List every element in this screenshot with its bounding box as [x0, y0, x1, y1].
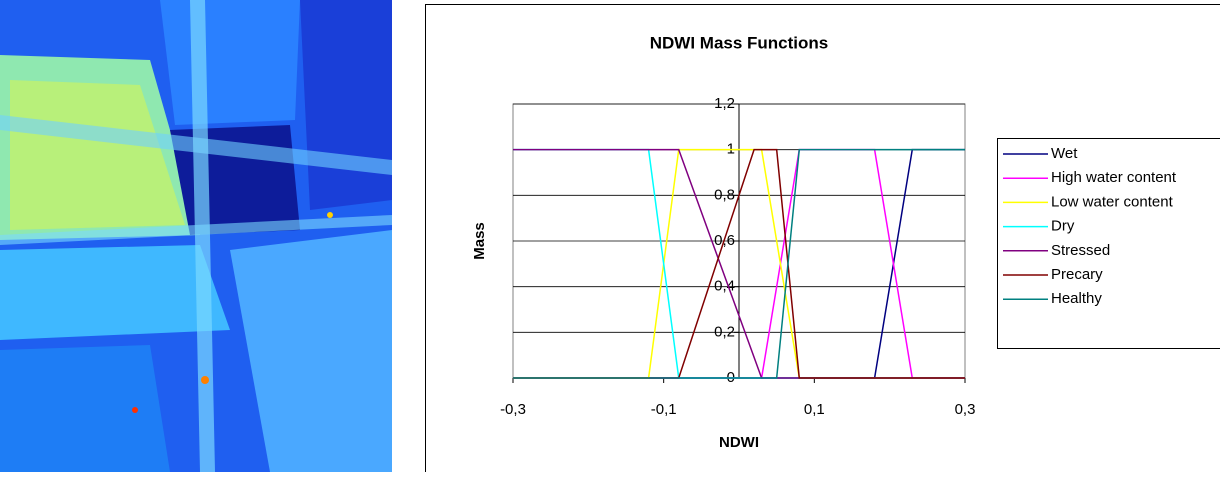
x-tick-label: -0,3: [500, 401, 526, 418]
satellite-image: [0, 0, 392, 472]
legend-label: Stressed: [1051, 242, 1110, 259]
legend-label: Healthy: [1051, 290, 1102, 307]
x-axis-label: NDWI: [719, 434, 759, 451]
legend-label: Wet: [1051, 145, 1078, 162]
x-tick-label: -0,1: [651, 401, 677, 418]
legend-label: High water content: [1051, 169, 1177, 186]
y-tick-label: 1,2: [714, 95, 735, 112]
y-axis-label: Mass: [471, 222, 488, 260]
legend-label: Dry: [1051, 218, 1075, 235]
x-tick-label: 0,1: [804, 401, 825, 418]
legend-label: Low water content: [1051, 193, 1174, 210]
chart-title: NDWI Mass Functions: [650, 33, 829, 52]
y-tick-label: 0,8: [714, 186, 735, 203]
y-tick-label: 0,4: [714, 278, 735, 295]
legend-label: Precary: [1051, 266, 1103, 283]
x-tick-label: 0,3: [955, 401, 976, 418]
y-tick-label: 0,2: [714, 323, 735, 340]
